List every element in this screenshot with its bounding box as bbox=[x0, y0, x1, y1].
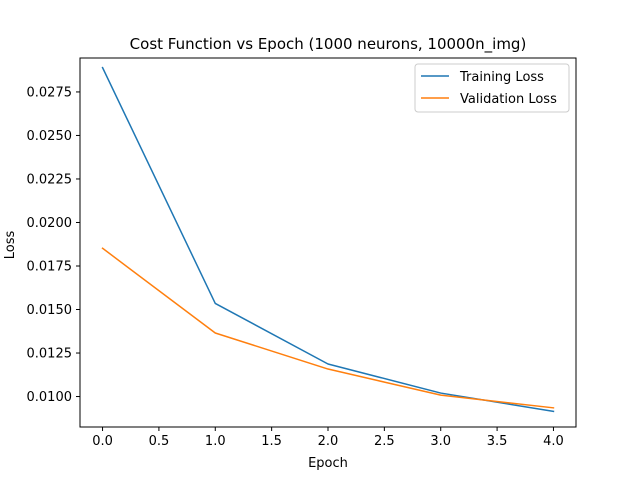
y-tick-label: 0.0275 bbox=[27, 85, 73, 100]
y-tick-label: 0.0150 bbox=[27, 303, 73, 318]
y-tick-label: 0.0125 bbox=[27, 347, 73, 362]
x-tick-label: 2.5 bbox=[374, 434, 395, 449]
x-tick-label: 0.0 bbox=[92, 434, 113, 449]
y-tick-label: 0.0250 bbox=[27, 129, 73, 144]
series-line-1 bbox=[101, 247, 555, 409]
y-tick-label: 0.0200 bbox=[27, 216, 73, 231]
chart-title: Cost Function vs Epoch (1000 neurons, 10… bbox=[130, 35, 527, 54]
legend-box bbox=[414, 63, 570, 113]
x-tick-label: 1.0 bbox=[205, 434, 226, 449]
plot-frame bbox=[79, 57, 577, 428]
x-tick-label: 1.5 bbox=[261, 434, 282, 449]
legend: Training Loss Validation Loss bbox=[414, 63, 570, 113]
legend-label-0: Training Loss bbox=[459, 70, 544, 85]
y-tick-label: 0.0100 bbox=[27, 390, 73, 405]
x-tick-label: 2.0 bbox=[318, 434, 339, 449]
x-tick-label: 4.0 bbox=[543, 434, 564, 449]
y-tick-label: 0.0225 bbox=[27, 172, 73, 187]
x-tick-label: 3.0 bbox=[430, 434, 451, 449]
x-tick-label: 0.5 bbox=[149, 434, 170, 449]
x-tick-label: 3.5 bbox=[487, 434, 508, 449]
legend-label-1: Validation Loss bbox=[460, 92, 557, 107]
x-axis-label: Epoch bbox=[308, 456, 348, 471]
series-line-0 bbox=[101, 66, 555, 413]
y-tick-label: 0.0175 bbox=[27, 259, 73, 274]
y-axis-label: Loss bbox=[3, 231, 18, 260]
